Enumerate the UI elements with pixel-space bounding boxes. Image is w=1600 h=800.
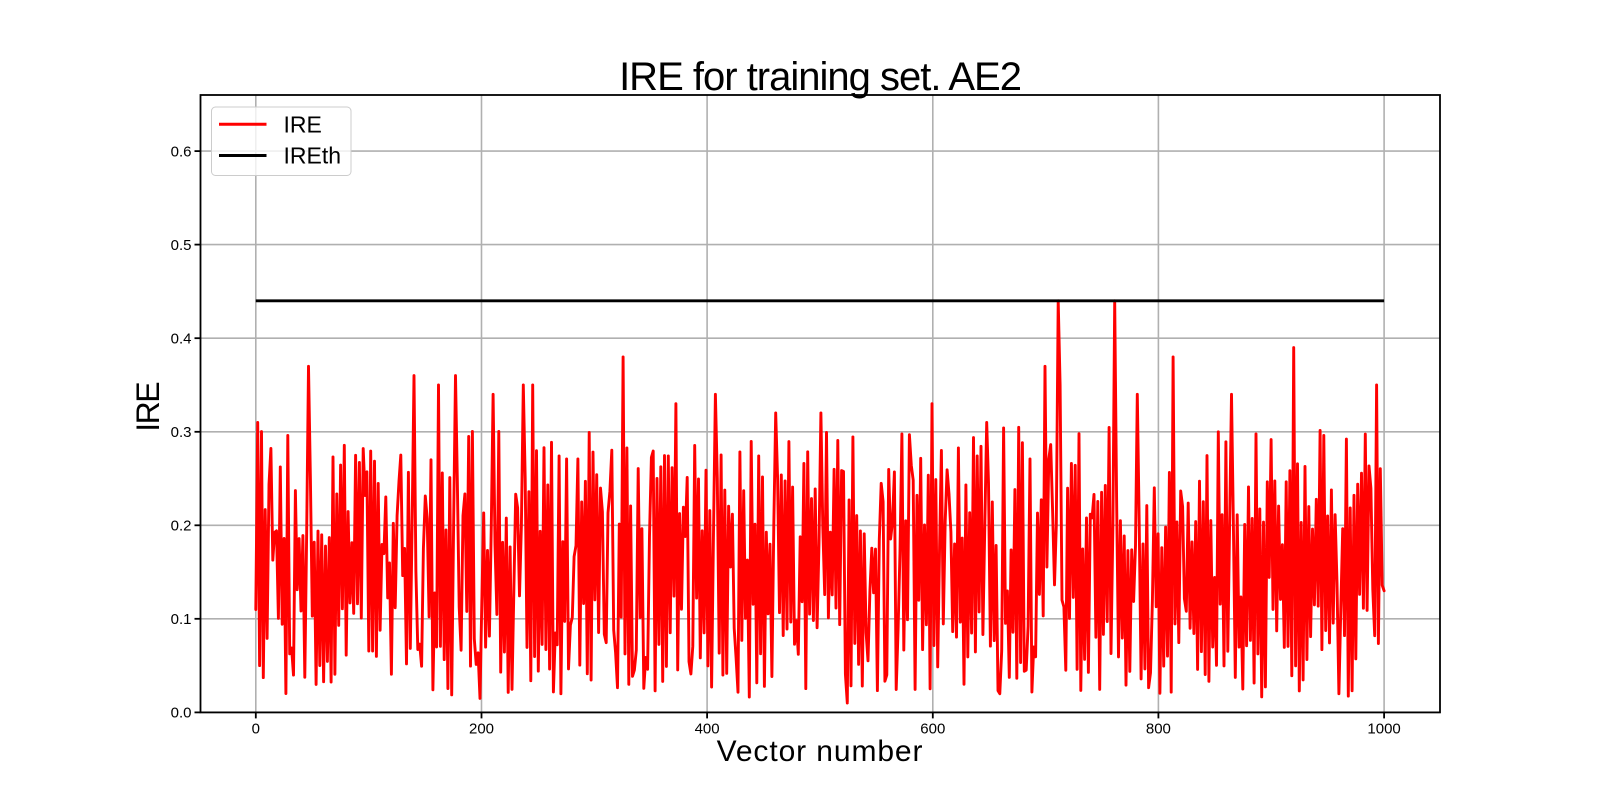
svg-text:0.6: 0.6 <box>171 143 192 160</box>
svg-text:Vector number: Vector number <box>717 735 924 768</box>
svg-text:200: 200 <box>469 721 494 738</box>
svg-text:0.1: 0.1 <box>171 611 192 628</box>
svg-text:400: 400 <box>695 721 720 738</box>
svg-text:IRE: IRE <box>130 383 166 432</box>
svg-text:0.0: 0.0 <box>171 705 192 722</box>
svg-text:IREth: IREth <box>284 143 342 169</box>
svg-text:0.3: 0.3 <box>171 424 192 441</box>
svg-text:IRE for training set. AE2: IRE for training set. AE2 <box>619 55 1021 99</box>
svg-text:0: 0 <box>252 721 260 738</box>
svg-text:800: 800 <box>1146 721 1171 738</box>
svg-text:IRE: IRE <box>284 112 322 138</box>
svg-text:0.4: 0.4 <box>171 330 192 347</box>
svg-text:600: 600 <box>920 721 945 738</box>
svg-text:0.2: 0.2 <box>171 518 192 535</box>
svg-text:0.5: 0.5 <box>171 237 192 254</box>
svg-text:1000: 1000 <box>1367 721 1400 738</box>
